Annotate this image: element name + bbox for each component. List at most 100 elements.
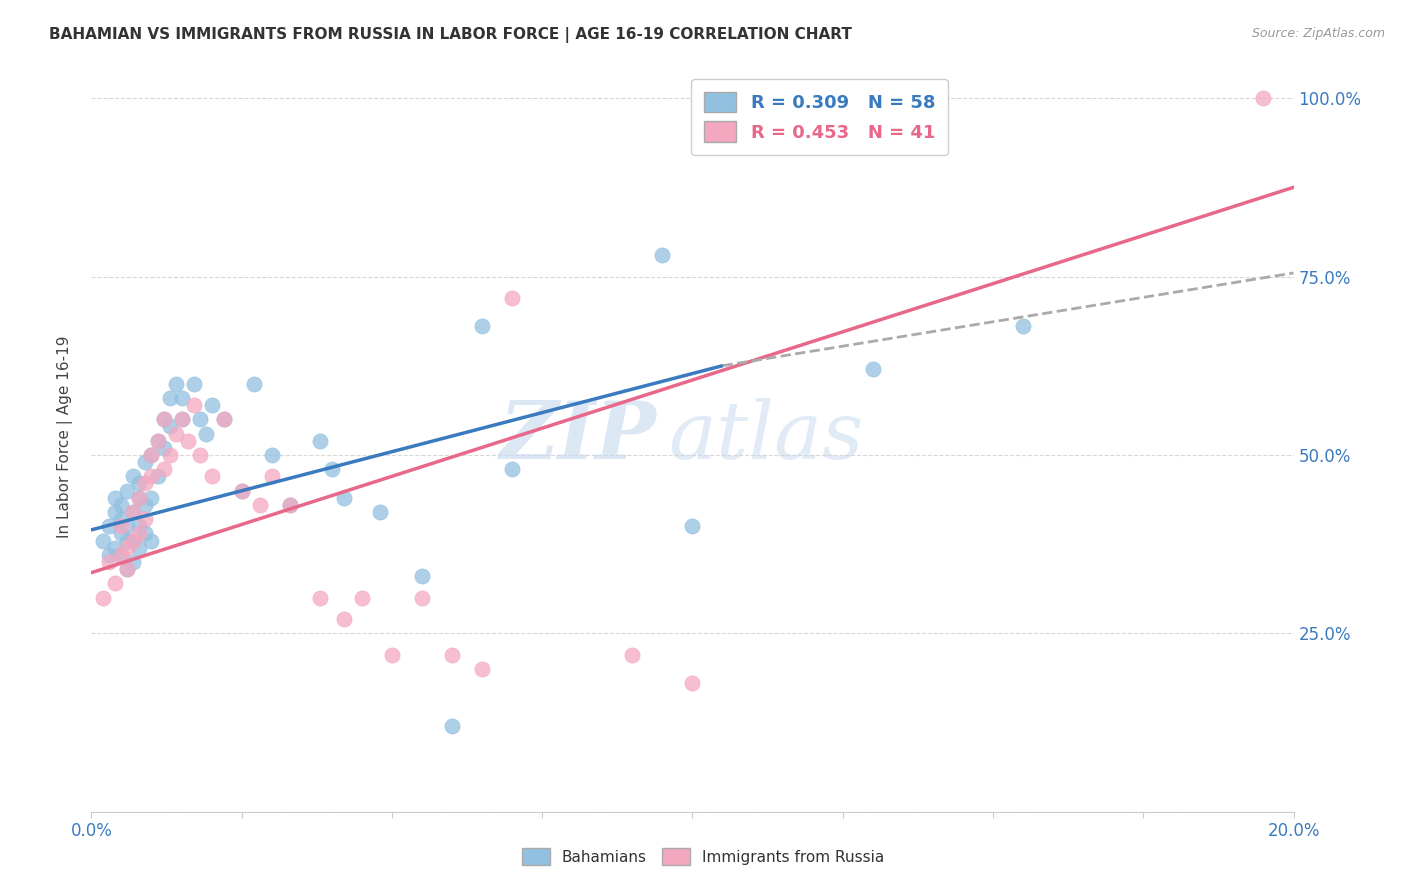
Point xyxy=(110,512,132,526)
Point xyxy=(104,505,127,519)
Point xyxy=(146,434,169,448)
Point xyxy=(110,526,132,541)
Point xyxy=(381,648,404,662)
Point xyxy=(98,519,121,533)
Point xyxy=(134,512,156,526)
Text: Source: ZipAtlas.com: Source: ZipAtlas.com xyxy=(1251,27,1385,40)
Legend: Bahamians, Immigrants from Russia: Bahamians, Immigrants from Russia xyxy=(516,842,890,871)
Point xyxy=(212,412,235,426)
Point xyxy=(440,719,463,733)
Point xyxy=(1012,319,1035,334)
Point xyxy=(122,469,145,483)
Point xyxy=(134,498,156,512)
Point xyxy=(501,291,523,305)
Point xyxy=(471,319,494,334)
Point xyxy=(93,591,115,605)
Point xyxy=(93,533,115,548)
Legend: R = 0.309   N = 58, R = 0.453   N = 41: R = 0.309 N = 58, R = 0.453 N = 41 xyxy=(692,79,948,155)
Point xyxy=(188,412,211,426)
Point xyxy=(681,519,703,533)
Point xyxy=(122,505,145,519)
Point xyxy=(141,448,163,462)
Point xyxy=(165,376,187,391)
Point xyxy=(134,526,156,541)
Point xyxy=(152,412,174,426)
Text: atlas: atlas xyxy=(668,399,863,475)
Point xyxy=(98,555,121,569)
Point xyxy=(117,533,139,548)
Point xyxy=(128,491,150,505)
Point xyxy=(128,491,150,505)
Point xyxy=(411,591,433,605)
Point xyxy=(152,462,174,476)
Point xyxy=(117,562,139,576)
Point xyxy=(165,426,187,441)
Point xyxy=(122,533,145,548)
Point xyxy=(170,412,193,426)
Point xyxy=(321,462,343,476)
Point xyxy=(110,548,132,562)
Point xyxy=(278,498,301,512)
Point xyxy=(1253,91,1275,105)
Point xyxy=(862,362,884,376)
Point xyxy=(260,448,283,462)
Point xyxy=(170,412,193,426)
Point xyxy=(201,469,224,483)
Point xyxy=(159,391,181,405)
Point xyxy=(141,491,163,505)
Point xyxy=(411,569,433,583)
Point xyxy=(471,662,494,676)
Point xyxy=(110,548,132,562)
Point xyxy=(141,533,163,548)
Point xyxy=(308,591,330,605)
Point xyxy=(278,498,301,512)
Point xyxy=(242,376,264,391)
Point xyxy=(110,498,132,512)
Point xyxy=(440,648,463,662)
Point xyxy=(176,434,198,448)
Point xyxy=(159,419,181,434)
Point xyxy=(183,398,205,412)
Point xyxy=(128,519,150,533)
Point xyxy=(260,469,283,483)
Point xyxy=(128,541,150,555)
Point xyxy=(122,555,145,569)
Point xyxy=(621,648,644,662)
Point xyxy=(117,483,139,498)
Point xyxy=(134,476,156,491)
Point xyxy=(128,476,150,491)
Point xyxy=(333,491,356,505)
Point xyxy=(110,519,132,533)
Point xyxy=(152,441,174,455)
Point xyxy=(141,469,163,483)
Point xyxy=(134,455,156,469)
Text: BAHAMIAN VS IMMIGRANTS FROM RUSSIA IN LABOR FORCE | AGE 16-19 CORRELATION CHART: BAHAMIAN VS IMMIGRANTS FROM RUSSIA IN LA… xyxy=(49,27,852,43)
Point xyxy=(128,526,150,541)
Point xyxy=(152,412,174,426)
Point xyxy=(117,519,139,533)
Point xyxy=(231,483,253,498)
Point xyxy=(501,462,523,476)
Point xyxy=(350,591,373,605)
Point xyxy=(141,448,163,462)
Point xyxy=(122,533,145,548)
Point xyxy=(188,448,211,462)
Point xyxy=(681,676,703,690)
Point xyxy=(249,498,271,512)
Point xyxy=(117,562,139,576)
Point xyxy=(183,376,205,391)
Point xyxy=(104,491,127,505)
Text: ZIP: ZIP xyxy=(499,399,657,475)
Y-axis label: In Labor Force | Age 16-19: In Labor Force | Age 16-19 xyxy=(56,335,73,539)
Point xyxy=(308,434,330,448)
Point xyxy=(333,612,356,626)
Point xyxy=(194,426,217,441)
Point xyxy=(170,391,193,405)
Point xyxy=(117,541,139,555)
Point xyxy=(122,505,145,519)
Point xyxy=(104,541,127,555)
Point xyxy=(98,548,121,562)
Point xyxy=(651,248,673,262)
Point xyxy=(201,398,224,412)
Point xyxy=(231,483,253,498)
